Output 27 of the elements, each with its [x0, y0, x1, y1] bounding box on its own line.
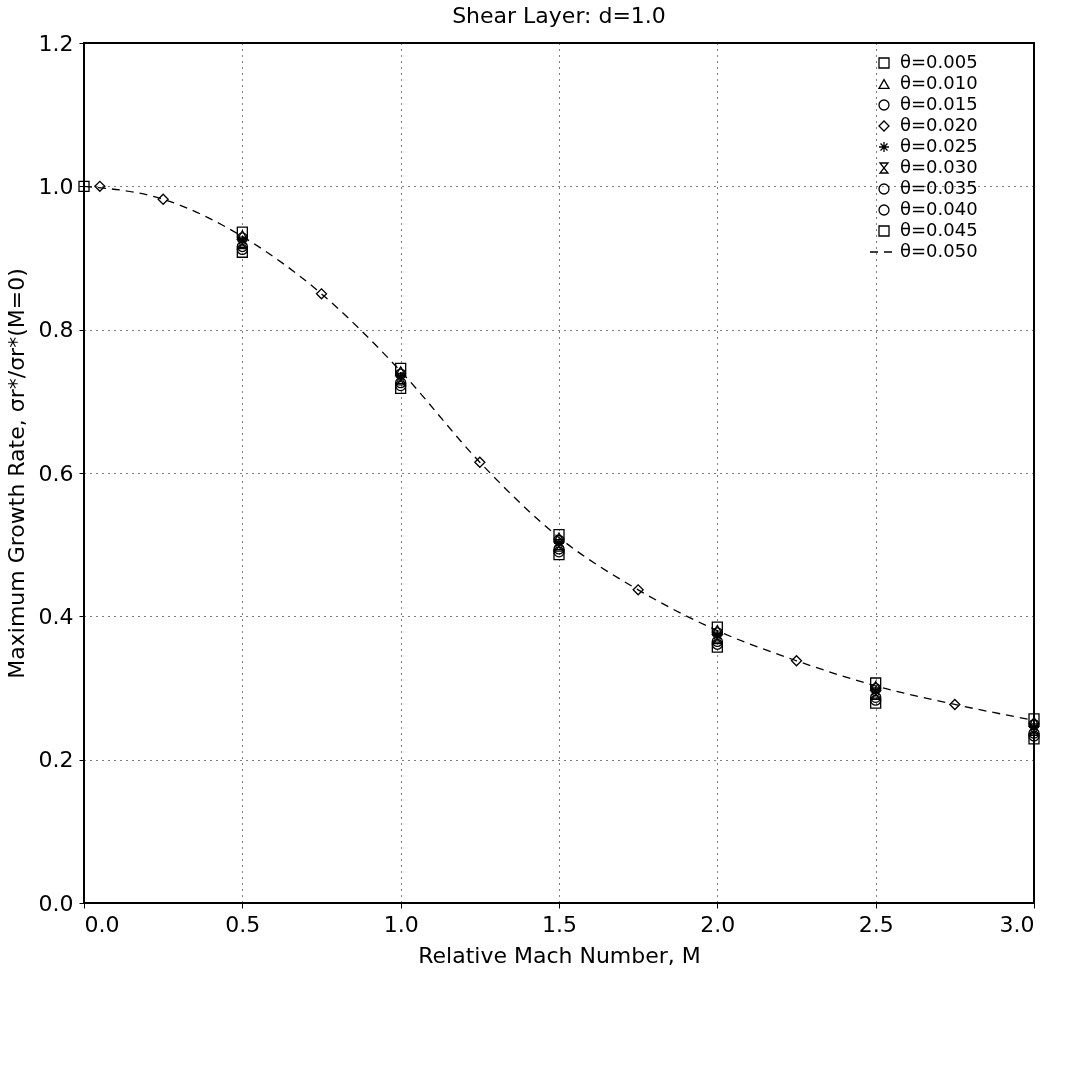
y-tick-label: 0.6 — [38, 460, 74, 486]
x-axis-title: Relative Mach Number, M — [418, 942, 701, 968]
y-tick-label: 0.2 — [38, 747, 74, 773]
legend-label: θ=0.035 — [900, 177, 978, 198]
legend-label: θ=0.010 — [900, 72, 978, 93]
x-tick-label: 2.5 — [858, 911, 894, 937]
x-tick-label: 1.0 — [383, 911, 419, 937]
legend-label: θ=0.005 — [900, 51, 978, 72]
legend-label: θ=0.015 — [900, 93, 978, 114]
y-tick-label: 0.4 — [38, 603, 74, 629]
legend-label: θ=0.045 — [900, 219, 978, 240]
x-tick-label: 2.0 — [700, 911, 736, 937]
y-tick-label: 1.2 — [38, 30, 74, 56]
legend-label: θ=0.025 — [900, 135, 978, 156]
legend-label: θ=0.050 — [900, 240, 978, 261]
y-tick-label: 1.0 — [38, 173, 74, 199]
chart-title: Shear Layer: d=1.0 — [452, 3, 666, 28]
x-tick-label: 0.5 — [225, 911, 261, 937]
x-tick-label: 0.0 — [84, 911, 120, 937]
legend-label: θ=0.030 — [900, 156, 978, 177]
y-tick-label: 0.8 — [38, 317, 74, 343]
legend-label: θ=0.040 — [900, 198, 978, 219]
legend-label: θ=0.020 — [900, 114, 978, 135]
y-tick-label: 0.0 — [38, 890, 74, 916]
x-tick-label: 1.5 — [542, 911, 577, 937]
y-axis-title: Maximum Growth Rate, σr*/σr*(M=0) — [3, 268, 29, 679]
x-tick-label: 3.0 — [999, 911, 1035, 937]
